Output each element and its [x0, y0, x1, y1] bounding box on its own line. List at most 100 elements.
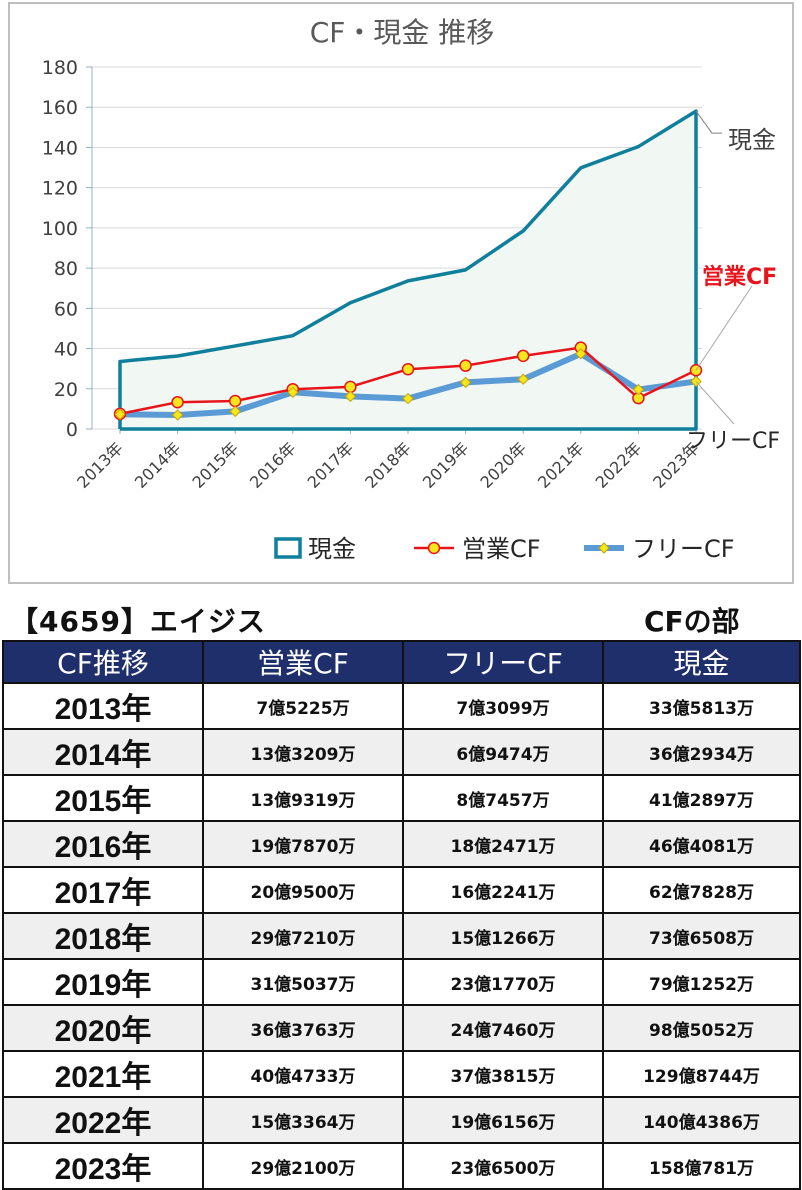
- operating-cf-point: [401, 362, 415, 376]
- free-cf-leader-line: [695, 381, 735, 425]
- operating-cf-cell: 36億3763万: [202, 1004, 404, 1052]
- year-cell: 2021年: [2, 1050, 204, 1098]
- free-cf-cell: 18億2471万: [402, 820, 604, 868]
- x-tick-label: 2021年: [534, 438, 588, 492]
- free-cf-point: [459, 376, 472, 389]
- operating-cf-cell: 15億3364万: [202, 1096, 404, 1144]
- cash-cell: 62億7828万: [602, 866, 801, 914]
- x-tick-label: 2017年: [304, 438, 358, 492]
- company-title: 【4659】エイジス: [10, 605, 266, 638]
- y-tick-label: 0: [66, 419, 78, 441]
- cash-cell: 79億1252万: [602, 958, 801, 1006]
- free-cf-cell: 23億1770万: [402, 958, 604, 1006]
- operating-cf-cell: 31億5037万: [202, 958, 404, 1006]
- y-tick-label: 80: [54, 258, 78, 280]
- x-tick-label: 2022年: [592, 438, 646, 492]
- free-cf-cell: 7億3099万: [402, 682, 604, 730]
- y-tick-label: 160: [42, 97, 78, 119]
- year-cell: 2016年: [2, 820, 204, 868]
- x-tick-label: 2019年: [419, 438, 473, 492]
- year-cell: 2017年: [2, 866, 204, 914]
- cash-cell: 36億2934万: [602, 728, 801, 776]
- cash-cell: 140億4386万: [602, 1096, 801, 1144]
- legend-operating-cf-marker: [427, 541, 441, 555]
- y-tick-label: 60: [54, 298, 78, 320]
- cash-cell: 33億5813万: [602, 682, 801, 730]
- free-cf-point: [171, 409, 184, 421]
- free-cf-cell: 16億2241万: [402, 866, 604, 914]
- table-row: 2014年 13億3209万 6億9474万 36億2934万: [2, 728, 801, 776]
- operating-cf-cell: 13億9319万: [202, 774, 404, 822]
- operating-cf-point: [459, 359, 472, 372]
- year-cell: 2013年: [2, 682, 204, 730]
- free-cf-point: [575, 348, 587, 360]
- operating-cf-annotation: 営業CF: [702, 264, 777, 290]
- free-cf-point: [229, 405, 241, 418]
- x-tick-label: 2018年: [361, 438, 415, 492]
- free-cf-point: [114, 408, 126, 421]
- y-tick-label: 140: [42, 137, 78, 159]
- legend-operating-cf-label: 営業CF: [462, 535, 541, 563]
- cash-cell: 41億2897万: [602, 774, 801, 822]
- cash-cell: 98億5052万: [602, 1004, 801, 1052]
- year-cell: 2020年: [2, 1004, 204, 1052]
- chart-frame: CF・現金 推移 0 20 40 60 80 100 120 140 160 180 2013年 2…: [8, 2, 794, 584]
- table-row: 2020年 36億3763万 24億7460万 98億5052万: [2, 1004, 801, 1052]
- operating-cf-cell: 29億2100万: [202, 1142, 404, 1190]
- table-row: 2013年 7億5225万 7億3099万 33億5813万: [2, 682, 801, 730]
- year-cell: 2019年: [2, 958, 204, 1006]
- cash-cell: 46億4081万: [602, 820, 801, 868]
- x-tick-label: 2016年: [246, 438, 300, 492]
- cash-leader-line: [695, 110, 722, 134]
- legend-free-cf-label: フリーCF: [632, 535, 735, 563]
- operating-cf-cell: 13億3209万: [202, 728, 404, 776]
- year-cell: 2018年: [2, 912, 204, 960]
- section-label: CFの部: [644, 605, 740, 638]
- free-cf-point: [402, 392, 414, 405]
- legend-cash-swatch: [274, 537, 302, 559]
- cash-area-fill: [120, 111, 696, 429]
- y-tick-label: 120: [42, 178, 78, 200]
- operating-cf-point: [228, 394, 242, 408]
- free-cf-cell: 37億3815万: [402, 1050, 604, 1098]
- table-row: 2018年 29億7210万 15億1266万 73億6508万: [2, 912, 801, 960]
- table-row: 2021年 40億4733万 37億3815万 129億8744万: [2, 1050, 801, 1098]
- x-tick-label: 2013年: [73, 438, 127, 492]
- y-tick-label: 40: [54, 339, 78, 361]
- cf-table: CF推移 営業CF フリーCF 現金 2013年 7億5225万 7億3099万 33…: [2, 640, 801, 1190]
- year-cell: 2022年: [2, 1096, 204, 1144]
- y-tick-label: 20: [54, 379, 78, 401]
- header-free-cf: フリーCF: [402, 640, 604, 684]
- table-row: 2022年 15億3364万 19億6156万 140億4386万: [2, 1096, 801, 1144]
- year-cell: 2015年: [2, 774, 204, 822]
- free-cf-point: [287, 386, 299, 399]
- table-row: 2016年 19億7870万 18億2471万 46億4081万: [2, 820, 801, 868]
- free-cf-point: [517, 373, 529, 385]
- x-tick-label: 2014年: [131, 438, 185, 492]
- year-cell: 2023年: [2, 1142, 204, 1190]
- operating-cf-point: [171, 395, 184, 409]
- free-cf-point: [632, 383, 645, 396]
- table-row: 2019年 31億5037万 23億1770万 79億1252万: [2, 958, 801, 1006]
- operating-cf-cell: 19億7870万: [202, 820, 404, 868]
- operating-cf-point: [516, 349, 530, 363]
- header-cf-trend: CF推移: [2, 640, 204, 684]
- free-cf-cell: 23億6500万: [402, 1142, 604, 1190]
- x-tick-label: 2020年: [476, 438, 530, 492]
- free-cf-annotation: フリーCF: [686, 429, 780, 454]
- y-tick-label: 100: [42, 218, 78, 240]
- operating-cf-cell: 29億7210万: [202, 912, 404, 960]
- y-tick-label: 180: [42, 57, 78, 79]
- operating-cf-leader-line: [695, 285, 753, 371]
- header-operating-cf: 営業CF: [202, 640, 404, 684]
- table-row: 2017年 20億9500万 16億2241万 62億7828万: [2, 866, 801, 914]
- operating-cf-cell: 40億4733万: [202, 1050, 404, 1098]
- cash-cell: 158億781万: [602, 1142, 801, 1190]
- cash-annotation: 現金: [728, 126, 776, 154]
- cash-cell: 73億6508万: [602, 912, 801, 960]
- table-row: 2023年 29億2100万 23億6500万 158億781万: [2, 1142, 801, 1190]
- free-cf-point: [344, 390, 357, 403]
- legend-free-cf-marker: [598, 542, 610, 554]
- operating-cf-cell: 20億9500万: [202, 866, 404, 914]
